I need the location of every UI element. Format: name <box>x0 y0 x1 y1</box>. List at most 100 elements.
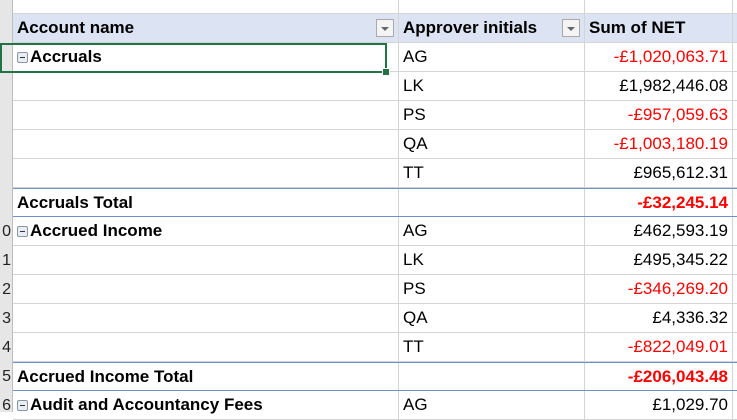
row-number[interactable]: 2 <box>2 281 11 298</box>
cell[interactable]: PS <box>399 275 585 303</box>
cell[interactable]: -£1,020,063.71 <box>585 43 733 71</box>
cell-text: -£346,269.20 <box>627 279 728 298</box>
header-account-name[interactable]: Account name <box>13 14 399 42</box>
row-number[interactable]: 5 <box>2 368 11 385</box>
cell[interactable]: Accrued Income <box>13 217 399 245</box>
cell[interactable] <box>585 0 733 13</box>
pivot-header-row: Account name Approver initials Sum of NE… <box>13 14 737 43</box>
cell-text: £1,029.70 <box>652 395 728 414</box>
cell-text: AG <box>403 221 428 240</box>
cell[interactable] <box>399 0 585 13</box>
row-number[interactable]: 6 <box>2 397 11 412</box>
header-approver-initials[interactable]: Approver initials <box>399 14 585 42</box>
total-row: Accrued Income Total -£206,043.48 <box>13 362 737 391</box>
collapse-icon[interactable] <box>17 226 28 237</box>
cell[interactable]: £495,345.22 <box>585 246 733 274</box>
cell[interactable] <box>399 363 585 390</box>
cell[interactable] <box>13 0 399 13</box>
cell[interactable]: AG <box>399 43 585 71</box>
cell-text: QA <box>403 134 428 153</box>
cell-text: Accruals Total <box>17 193 133 212</box>
table-row: Audit and Accountancy Fees AG £1,029.70 <box>13 391 737 420</box>
cell[interactable] <box>13 304 399 332</box>
header-label: Account name <box>17 18 135 37</box>
cell[interactable]: LK <box>399 246 585 274</box>
account-name: Audit and Accountancy Fees <box>30 395 263 414</box>
cell[interactable] <box>13 333 399 361</box>
cell-text: £4,336.32 <box>652 308 728 327</box>
cell[interactable]: £1,029.70 <box>585 391 733 419</box>
header-label: Approver initials <box>403 18 538 37</box>
cell-text: AG <box>403 395 428 414</box>
cell[interactable]: £1,982,446.08 <box>585 72 733 100</box>
table-row: LK £1,982,446.08 <box>13 72 737 101</box>
cell[interactable]: Accruals Total <box>13 189 399 216</box>
table-row: QA -£1,003,180.19 <box>13 130 737 159</box>
table-row: PS -£957,059.63 <box>13 101 737 130</box>
cell-text: £1,982,446.08 <box>619 76 728 95</box>
cell[interactable]: LK <box>399 72 585 100</box>
cell-text: -£1,003,180.19 <box>613 134 728 153</box>
cell-text: £495,345.22 <box>633 250 728 269</box>
row-headers: 0 1 2 3 4 5 6 <box>0 0 13 412</box>
cell-text: -£32,245.14 <box>637 193 728 212</box>
collapse-icon[interactable] <box>17 400 28 411</box>
cell-text: -£206,043.48 <box>627 367 728 386</box>
cell[interactable]: QA <box>399 130 585 158</box>
table-row: QA £4,336.32 <box>13 304 737 333</box>
row-number[interactable]: 4 <box>2 339 11 356</box>
cell[interactable] <box>13 130 399 158</box>
filter-dropdown-icon[interactable] <box>562 19 580 37</box>
cell-text: -£822,049.01 <box>627 337 728 356</box>
cell[interactable]: -£32,245.14 <box>585 189 733 216</box>
cell[interactable]: -£822,049.01 <box>585 333 733 361</box>
cell[interactable]: Audit and Accountancy Fees <box>13 391 399 419</box>
cell[interactable] <box>13 159 399 187</box>
header-label: Sum of NET <box>589 18 686 37</box>
table-row: PS -£346,269.20 <box>13 275 737 304</box>
cell[interactable] <box>13 72 399 100</box>
account-name: Accruals <box>30 47 102 66</box>
row-number[interactable]: 3 <box>2 310 11 327</box>
filter-dropdown-icon[interactable] <box>376 19 394 37</box>
total-row: Accruals Total -£32,245.14 <box>13 188 737 217</box>
cell[interactable]: QA <box>399 304 585 332</box>
table-row: TT -£822,049.01 <box>13 333 737 362</box>
cell-text: -£1,020,063.71 <box>613 47 728 66</box>
cell[interactable]: £965,612.31 <box>585 159 733 187</box>
cell[interactable]: Accruals <box>13 43 399 71</box>
table-row: Accrued Income AG £462,593.19 <box>13 217 737 246</box>
cell[interactable]: PS <box>399 101 585 129</box>
cell-text: AG <box>403 47 428 66</box>
cell[interactable]: £462,593.19 <box>585 217 733 245</box>
cell[interactable]: Accrued Income Total <box>13 363 399 390</box>
row-number[interactable]: 0 <box>2 223 11 240</box>
table-row: LK £495,345.22 <box>13 246 737 275</box>
cell[interactable] <box>13 275 399 303</box>
cell-text: £965,612.31 <box>633 163 728 182</box>
cell[interactable] <box>13 101 399 129</box>
blank-row <box>13 0 737 14</box>
table-row: TT £965,612.31 <box>13 159 737 188</box>
cell[interactable]: -£1,003,180.19 <box>585 130 733 158</box>
cell-text: PS <box>403 105 426 124</box>
row-number[interactable]: 1 <box>2 252 11 269</box>
cell[interactable]: AG <box>399 391 585 419</box>
cell[interactable] <box>13 246 399 274</box>
cell[interactable]: -£957,059.63 <box>585 101 733 129</box>
cell[interactable]: -£346,269.20 <box>585 275 733 303</box>
cell[interactable]: £4,336.32 <box>585 304 733 332</box>
cell-text: TT <box>403 163 424 182</box>
header-sum-of-net[interactable]: Sum of NET <box>585 14 733 42</box>
table-row: Accruals AG -£1,020,063.71 <box>13 43 737 72</box>
account-name: Accrued Income <box>30 221 163 240</box>
cell[interactable]: TT <box>399 333 585 361</box>
cell[interactable] <box>399 189 585 216</box>
cell-text: LK <box>403 250 424 269</box>
cell-text: PS <box>403 279 426 298</box>
cell[interactable]: TT <box>399 159 585 187</box>
collapse-icon[interactable] <box>17 52 28 63</box>
cell[interactable]: -£206,043.48 <box>585 363 733 390</box>
cell-text: Accrued Income Total <box>17 367 194 386</box>
cell[interactable]: AG <box>399 217 585 245</box>
